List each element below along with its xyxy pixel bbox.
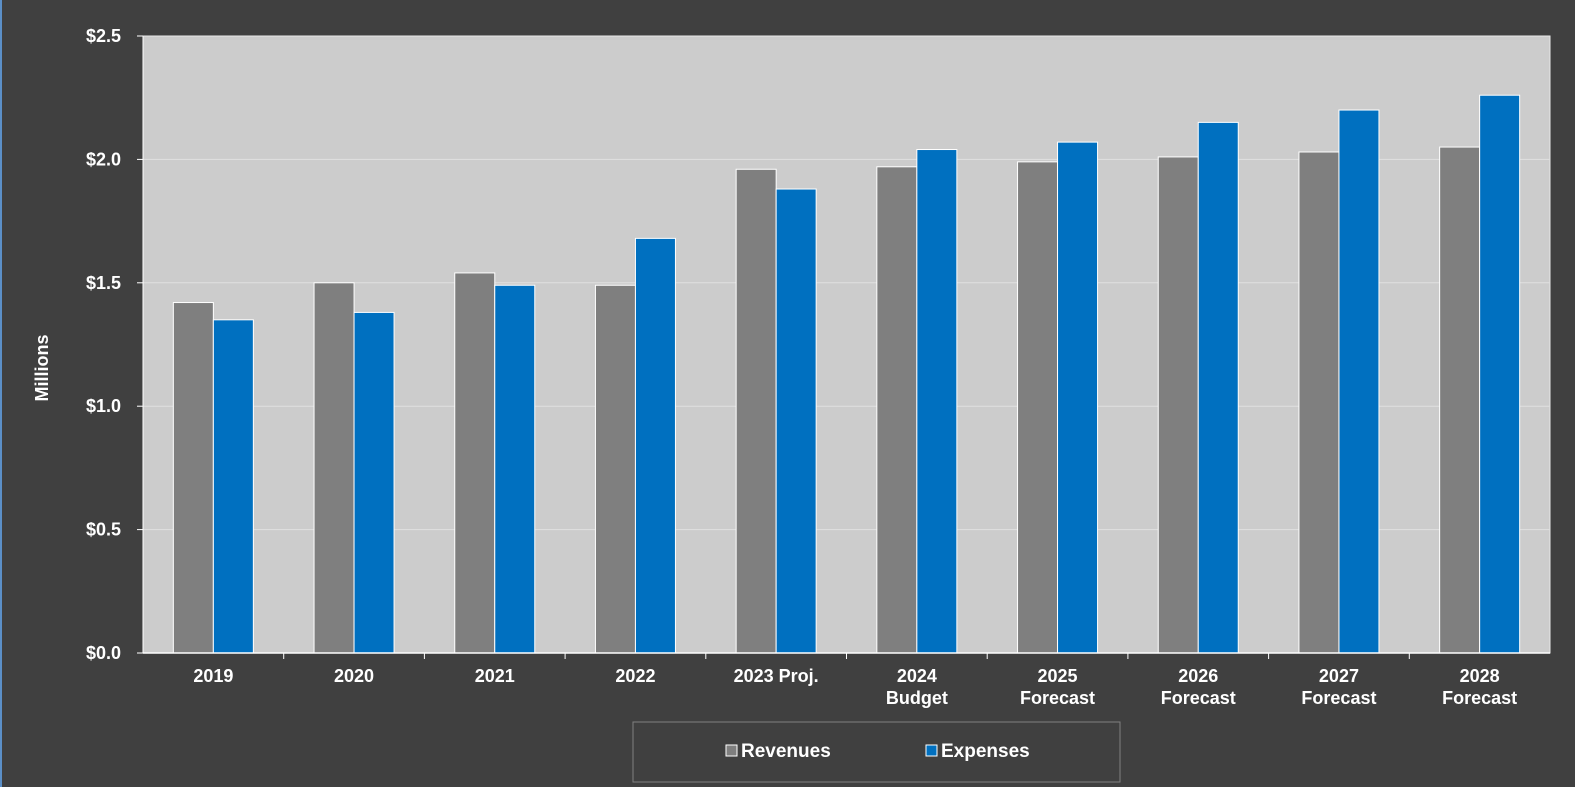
bar-revenues-4 [735, 168, 777, 654]
bar-expenses-4 [775, 188, 817, 654]
legend-label-revenues: Revenues [741, 741, 831, 762]
y-tick-label: $2.5 [86, 26, 121, 46]
x-tick-label: 2024 [897, 666, 937, 686]
bar-revenues-1 [313, 282, 355, 654]
x-tick-label: 2026 [1178, 666, 1218, 686]
bar-revenues-7 [1157, 156, 1199, 654]
x-tick-label: 2020 [334, 666, 374, 686]
bar-revenues-5 [876, 166, 918, 654]
bar-revenues-8 [1298, 151, 1340, 654]
bar-expenses-9 [1479, 94, 1521, 654]
x-tick-label: 2025 [1038, 666, 1078, 686]
y-tick-label: $0.5 [86, 520, 121, 540]
bar-revenues-3 [594, 284, 636, 654]
x-tick-label: Forecast [1442, 688, 1517, 708]
x-tick-label: Budget [886, 688, 948, 708]
bar-revenues-2 [454, 272, 496, 654]
bar-expenses-7 [1197, 121, 1239, 654]
x-tick-label: 2019 [193, 666, 233, 686]
bar-expenses-6 [1057, 141, 1099, 654]
bar-expenses-8 [1338, 109, 1380, 654]
x-tick-label: 2022 [615, 666, 655, 686]
bar-expenses-0 [212, 319, 254, 654]
legend: Revenues Expenses [725, 741, 1030, 762]
y-tick-label: $2.0 [86, 149, 121, 169]
y-tick-labels: $0.0 $0.5 $1.0 $1.5 $2.0 $2.5 [86, 26, 121, 663]
y-tick-label: $1.5 [86, 273, 121, 293]
y-tick-label: $1.0 [86, 396, 121, 416]
bar-expenses-2 [494, 284, 536, 654]
bar-revenues-6 [1017, 161, 1059, 654]
x-tick-label: 2021 [475, 666, 515, 686]
y-axis-label: Millions [32, 335, 52, 402]
bar-expenses-1 [353, 311, 395, 654]
x-tick-label: Forecast [1020, 688, 1095, 708]
bar-revenues-9 [1439, 146, 1481, 654]
x-tick-label: 2028 [1460, 666, 1500, 686]
legend-swatch-revenues [725, 744, 738, 757]
bars [172, 94, 1521, 654]
bar-expenses-3 [634, 237, 676, 654]
bar-revenues-0 [172, 302, 214, 654]
x-tick-label: Forecast [1161, 688, 1236, 708]
x-tick-label: 2023 Proj. [734, 666, 819, 686]
legend-box [632, 721, 1121, 783]
x-tick-label: Forecast [1301, 688, 1376, 708]
y-tick-label: $0.0 [86, 643, 121, 663]
legend-swatch-expenses [925, 744, 938, 757]
axes [137, 35, 1550, 659]
bar-expenses-5 [916, 149, 958, 654]
legend-label-expenses: Expenses [941, 741, 1030, 762]
x-tick-label: 2027 [1319, 666, 1359, 686]
